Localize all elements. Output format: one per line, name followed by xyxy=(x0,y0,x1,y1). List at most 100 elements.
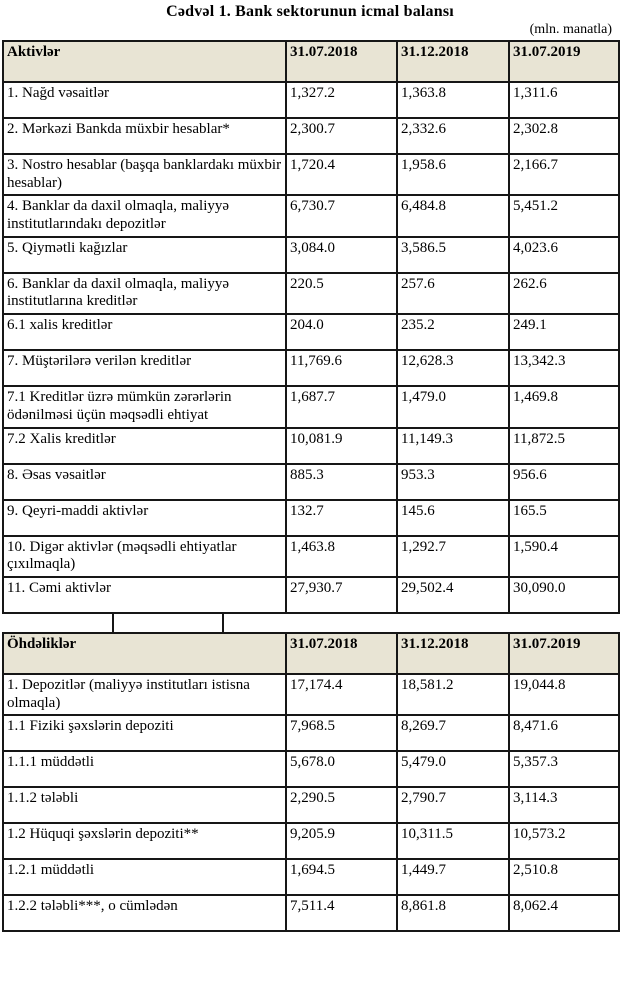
row-value: 30,090.0 xyxy=(508,575,620,614)
table-row: 6. Banklar da daxil olmaqla, maliyyə ins… xyxy=(2,271,620,316)
row-value: 1,311.6 xyxy=(508,81,620,119)
row-value: 9,205.9 xyxy=(285,822,398,861)
table-row: 2. Mərkəzi Bankda müxbir hesablar* 2,300.… xyxy=(2,117,620,155)
row-label: 3. Nostro hesablar (başqa banklardakı mü… xyxy=(2,152,287,197)
row-value: 11,769.6 xyxy=(285,349,398,388)
column-header-date-2: 31.12.2018 xyxy=(396,631,510,675)
row-value: 2,166.7 xyxy=(508,152,620,197)
row-label: 1. Depozitlər (maliyyə institutları isti… xyxy=(2,672,287,717)
row-value: 257.6 xyxy=(396,271,510,316)
table-row: 11. Cəmi aktivlər 27,930.7 29,502.4 30,090.… xyxy=(2,575,620,614)
table-row: 1.1 Fiziki şəxslərin depoziti 7,968.5 8,26… xyxy=(2,714,620,753)
column-header-date-3: 31.07.2019 xyxy=(508,40,620,83)
row-value: 2,290.5 xyxy=(285,786,398,825)
row-value: 2,510.8 xyxy=(508,858,620,897)
row-value: 5,479.0 xyxy=(396,750,510,789)
row-label: 1.1 Fiziki şəxslərin depoziti xyxy=(2,714,287,753)
row-value: 885.3 xyxy=(285,462,398,501)
column-header-date-1: 31.07.2018 xyxy=(285,40,398,83)
table-row: 1.1.2 tələbli 2,290.5 2,790.7 3,114.3 xyxy=(2,786,620,825)
assets-table-body: 1. Nağd vəsaitlər 1,327.2 1,363.8 1,311.6 2.… xyxy=(2,81,620,614)
row-label: 8. Əsas vəsaitlər xyxy=(2,462,287,501)
table-row: 5. Qiymətli kağızlar 3,084.0 3,586.5 4,023.… xyxy=(2,235,620,274)
row-value: 4,023.6 xyxy=(508,235,620,274)
row-value: 17,174.4 xyxy=(285,672,398,717)
row-label: 4. Banklar da daxil olmaqla, maliyyə ins… xyxy=(2,194,287,238)
row-value: 2,790.7 xyxy=(396,786,510,825)
row-value: 8,861.8 xyxy=(396,894,510,933)
row-label: 10. Digər aktivlər (məqsədli ehtiyatlar … xyxy=(2,534,287,578)
row-value: 8,471.6 xyxy=(508,714,620,753)
unit-note: (mln. manatla) xyxy=(529,22,612,37)
row-value: 6,484.8 xyxy=(396,194,510,238)
liabilities-table-body: 1. Depozitlər (maliyyə institutları isti… xyxy=(2,672,620,933)
row-value: 10,573.2 xyxy=(508,822,620,861)
table-row: 10. Digər aktivlər (məqsədli ehtiyatlar … xyxy=(2,534,620,578)
row-label: 9. Qeyri-maddi aktivlər xyxy=(2,498,287,537)
row-value: 5,357.3 xyxy=(508,750,620,789)
column-header-date-1: 31.07.2018 xyxy=(285,631,398,675)
row-label: 6.1 xalis kreditlər xyxy=(2,313,287,352)
table-row: 7.1 Kreditlər üzrə mümkün zərərlərin ödə… xyxy=(2,385,620,429)
row-label: 6. Banklar da daxil olmaqla, maliyyə ins… xyxy=(2,271,287,316)
table-row: 1.2.2 tələbli***, o cümlədən 7,511.4 8,861… xyxy=(2,894,620,933)
row-value: 8,062.4 xyxy=(508,894,620,933)
row-value: 1,720.4 xyxy=(285,152,398,197)
row-label: 1.2 Hüquqi şəxslərin depoziti** xyxy=(2,822,287,861)
row-value: 7,968.5 xyxy=(285,714,398,753)
row-label: 2. Mərkəzi Bankda müxbir hesablar* xyxy=(2,117,287,155)
row-value: 6,730.7 xyxy=(285,194,398,238)
liabilities-table: Öhdəliklər 31.07.2018 31.12.2018 31.07.2… xyxy=(2,631,620,933)
row-label: 7.1 Kreditlər üzrə mümkün zərərlərin ödə… xyxy=(2,385,287,429)
row-value: 262.6 xyxy=(508,271,620,316)
row-value: 249.1 xyxy=(508,313,620,352)
row-value: 5,678.0 xyxy=(285,750,398,789)
row-value: 1,958.6 xyxy=(396,152,510,197)
table-row: 6.1 xalis kreditlər 204.0 235.2 249.1 xyxy=(2,313,620,352)
row-label: 1. Nağd vəsaitlər xyxy=(2,81,287,119)
table-row: 3. Nostro hesablar (başqa banklardakı mü… xyxy=(2,152,620,197)
row-label: 7. Müştərilərə verilən kreditlər xyxy=(2,349,287,388)
row-value: 3,586.5 xyxy=(396,235,510,274)
assets-header-row: Aktivlər 31.07.2018 31.12.2018 31.07.201… xyxy=(2,40,620,83)
row-value: 1,449.7 xyxy=(396,858,510,897)
assets-header-label: Aktivlər xyxy=(2,40,287,83)
table-row: 1.2.1 müddətli 1,694.5 1,449.7 2,510.8 xyxy=(2,858,620,897)
row-label: 1.1.2 tələbli xyxy=(2,786,287,825)
row-value: 1,463.8 xyxy=(285,534,398,578)
row-value: 2,302.8 xyxy=(508,117,620,155)
row-value: 29,502.4 xyxy=(396,575,510,614)
row-value: 1,590.4 xyxy=(508,534,620,578)
row-value: 1,292.7 xyxy=(396,534,510,578)
row-label: 7.2 Xalis kreditlər xyxy=(2,426,287,465)
table-separator xyxy=(2,613,618,632)
row-value: 7,511.4 xyxy=(285,894,398,933)
row-value: 2,300.7 xyxy=(285,117,398,155)
divider-segment xyxy=(222,613,224,632)
table-row: 1.1.1 müddətli 5,678.0 5,479.0 5,357.3 xyxy=(2,750,620,789)
row-value: 1,327.2 xyxy=(285,81,398,119)
row-value: 2,332.6 xyxy=(396,117,510,155)
table-row: 7.2 Xalis kreditlər 10,081.9 11,149.3 11,87… xyxy=(2,426,620,465)
table-row: 1. Nağd vəsaitlər 1,327.2 1,363.8 1,311.6 xyxy=(2,81,620,119)
row-value: 1,363.8 xyxy=(396,81,510,119)
row-label: 1.2.2 tələbli***, o cümlədən xyxy=(2,894,287,933)
row-label: 11. Cəmi aktivlər xyxy=(2,575,287,614)
row-value: 12,628.3 xyxy=(396,349,510,388)
row-value: 11,872.5 xyxy=(508,426,620,465)
row-value: 1,469.8 xyxy=(508,385,620,429)
table-row: 1. Depozitlər (maliyyə institutları isti… xyxy=(2,672,620,717)
row-value: 10,311.5 xyxy=(396,822,510,861)
row-value: 13,342.3 xyxy=(508,349,620,388)
table-row: 9. Qeyri-maddi aktivlər 132.7 145.6 165.5 xyxy=(2,498,620,537)
row-value: 145.6 xyxy=(396,498,510,537)
row-value: 3,114.3 xyxy=(508,786,620,825)
table-row: 1.2 Hüquqi şəxslərin depoziti** 9,205.9 10… xyxy=(2,822,620,861)
divider-segment xyxy=(112,613,114,632)
row-value: 1,694.5 xyxy=(285,858,398,897)
row-value: 956.6 xyxy=(508,462,620,501)
row-value: 5,451.2 xyxy=(508,194,620,238)
row-value: 220.5 xyxy=(285,271,398,316)
row-value: 1,479.0 xyxy=(396,385,510,429)
row-value: 204.0 xyxy=(285,313,398,352)
